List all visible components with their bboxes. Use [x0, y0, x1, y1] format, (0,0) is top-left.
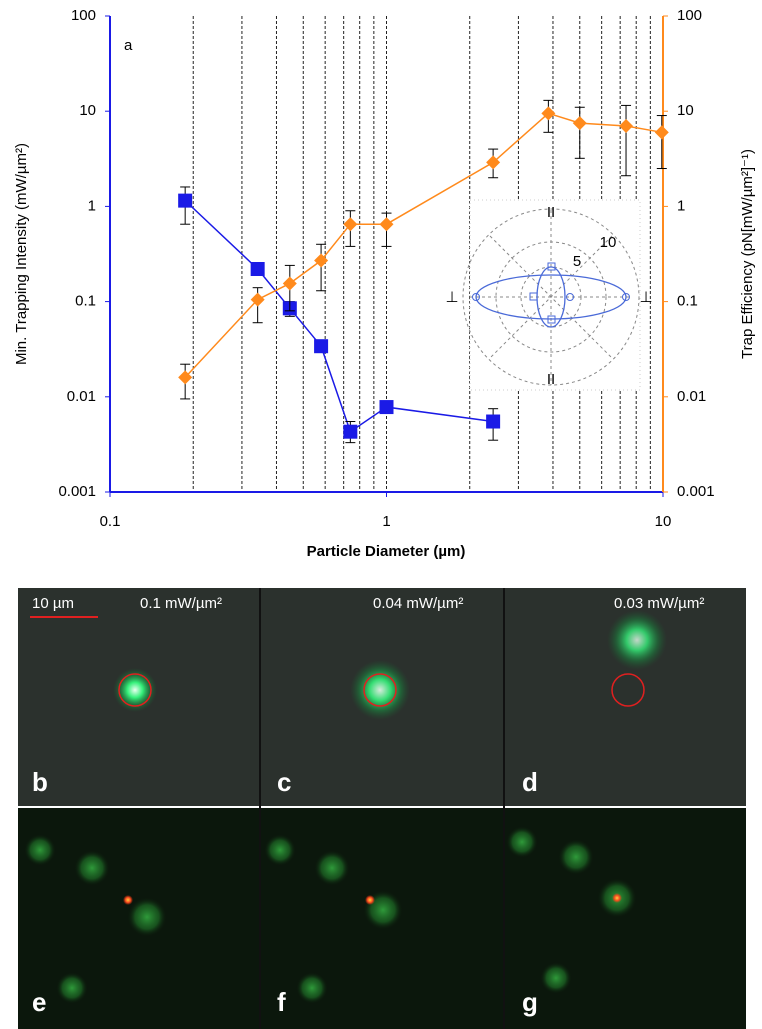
x-tick-label: 1 — [382, 513, 390, 530]
inset-label: ⊥ — [445, 289, 458, 306]
inset-label: 5 — [573, 253, 581, 270]
data-point — [343, 424, 358, 439]
y-tick-label: 0.001 — [58, 483, 96, 500]
panel-label: g — [522, 987, 538, 1017]
y2-tick-label: 1 — [677, 197, 685, 214]
data-point — [486, 155, 501, 170]
y2-tick-label: 0.001 — [677, 483, 715, 500]
data-point — [178, 370, 193, 385]
inset-label: II — [547, 204, 555, 221]
y-tick-label: 0.01 — [67, 388, 96, 405]
panel-label: f — [277, 987, 286, 1017]
intensity-label: 0.1 mW/µm² — [140, 595, 222, 612]
data-point — [282, 276, 297, 291]
inset-background — [469, 199, 641, 391]
error-bar — [621, 104, 632, 177]
y2-tick-label: 100 — [677, 7, 702, 24]
series-line — [184, 200, 494, 433]
inset-diagram: II II ⊥ ⊥ 10 5 — [445, 199, 653, 391]
data-point — [572, 116, 587, 131]
x-axis-title: Particle Diameter (µm) — [307, 543, 466, 560]
inset-label: 10 — [600, 234, 617, 251]
x-tick-label: 0.1 — [100, 513, 121, 530]
inset-label: II — [547, 371, 555, 388]
y2-axis-title: Trap Efficiency (pN[mW/µm²]⁻¹) — [739, 149, 756, 359]
error-bar — [656, 115, 667, 170]
y2-tick-label: 10 — [677, 102, 694, 119]
y-axis-title: Min. Trapping Intensity (mW/µm²) — [13, 143, 30, 365]
y-tick-label: 10 — [79, 102, 96, 119]
panel-label: a — [124, 37, 133, 54]
intensity-label: 0.03 mW/µm² — [614, 595, 704, 612]
data-point — [619, 118, 634, 133]
panel-label: e — [32, 987, 46, 1017]
data-point — [250, 292, 265, 307]
y2-tick-label: 0.1 — [677, 293, 698, 310]
y-tick-label: 100 — [71, 7, 96, 24]
data-point — [314, 253, 329, 268]
panel-label: c — [277, 767, 291, 797]
data-point — [314, 339, 329, 354]
data-point — [250, 262, 265, 277]
scale-bar-label: 10 µm — [32, 595, 74, 612]
x-tick-label: 10 — [655, 513, 672, 530]
intensity-label: 0.04 mW/µm² — [373, 595, 463, 612]
data-point — [379, 400, 394, 415]
panel-label: d — [522, 767, 538, 797]
y-tick-label: 1 — [88, 197, 96, 214]
y2-tick-label: 0.01 — [677, 388, 706, 405]
data-point — [541, 106, 556, 121]
data-point — [486, 414, 501, 429]
plot: 0.1 1 10 0.001 0.01 0.1 1 10 100 0.001 0.01 0.1 1 10 1… — [58, 7, 714, 530]
error-bar — [574, 106, 585, 159]
micrographs: 10 µm 0.1 mW/µm² 0.04 mW/µm² 0.03 mW/µm²… — [18, 588, 746, 1029]
y-tick-label: 0.1 — [75, 293, 96, 310]
panel-label: b — [32, 767, 48, 797]
data-point — [343, 217, 358, 232]
data-point — [178, 193, 193, 208]
inset-label: ⊥ — [639, 289, 652, 306]
data-point — [654, 125, 669, 140]
data-point — [379, 217, 394, 232]
